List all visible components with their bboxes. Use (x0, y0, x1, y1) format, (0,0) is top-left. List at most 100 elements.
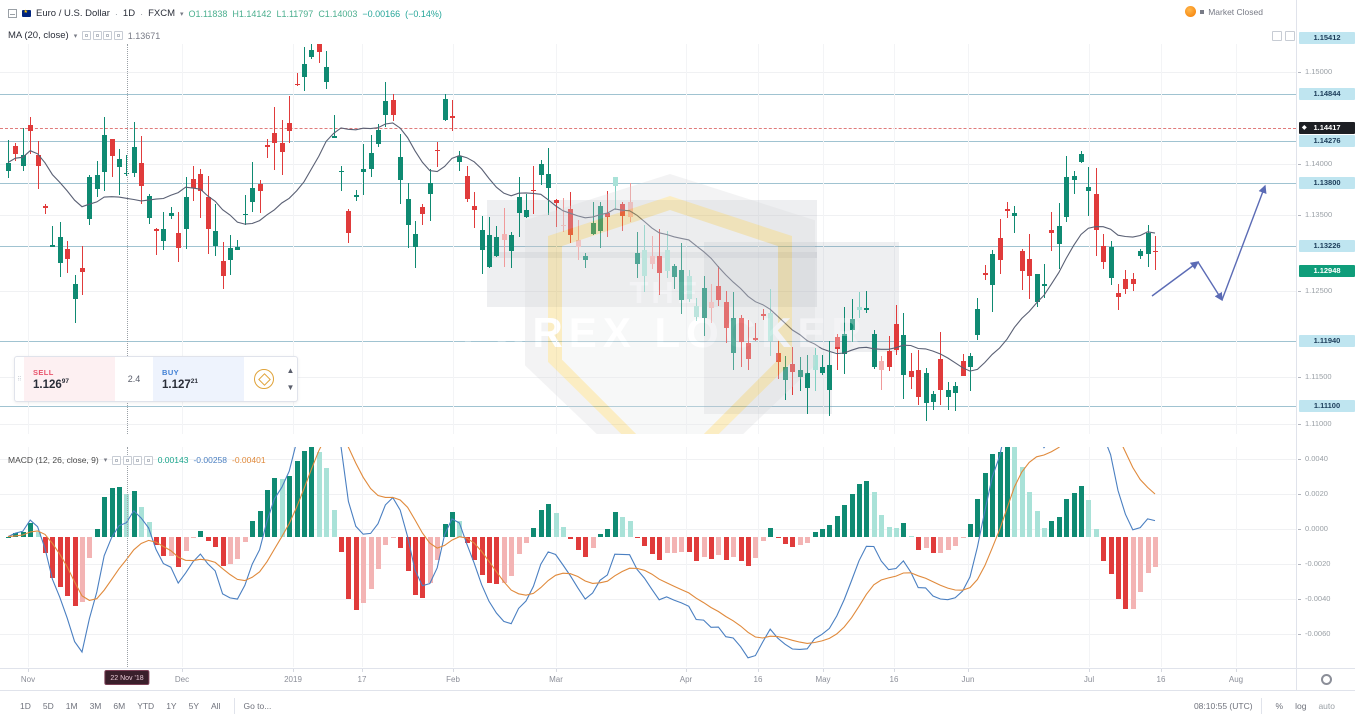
candle (124, 44, 130, 434)
auto-scale-toggle[interactable]: auto (1318, 700, 1335, 711)
candle (339, 44, 344, 434)
candle (205, 44, 211, 434)
macd-histogram-bar (494, 536, 500, 585)
macd-histogram-bar (568, 536, 574, 539)
macd-histogram-bar (908, 535, 914, 537)
candle (257, 44, 263, 434)
exchange-label[interactable]: FXCM (148, 8, 175, 19)
sell-button[interactable]: SELL 1.12697 (24, 357, 115, 401)
range-button-1m[interactable]: 1M (65, 700, 78, 711)
macd-histogram-bar (524, 536, 529, 544)
candle (494, 44, 500, 434)
stepper-down-icon[interactable]: ▼ (286, 383, 295, 392)
time-axis-tick (28, 669, 29, 672)
candle (20, 44, 26, 434)
chevron-down-icon[interactable]: ▾ (73, 32, 78, 40)
buy-price-sup: 21 (190, 377, 199, 385)
range-button-5y[interactable]: 5Y (188, 700, 199, 711)
chart-settings-button[interactable] (1296, 668, 1355, 690)
candle (13, 44, 19, 434)
macd-chart-pane[interactable] (0, 447, 1296, 667)
macd-histogram-bar (879, 514, 885, 537)
drag-handle-icon[interactable]: ⠿ (17, 376, 22, 383)
more-icon[interactable] (133, 455, 143, 465)
chevron-down-icon[interactable]: ▾ (180, 10, 184, 18)
macd-axis-tick: -0.0020 (1297, 558, 1355, 570)
bottom-toolbar[interactable]: 1D 5D 1M 3M 6M YTD 1Y 5Y All Go to... 08:10:55 (… (0, 690, 1355, 720)
macd-line-value: -0.00258 (193, 455, 228, 465)
ohlc-low: L1.11797 (276, 8, 314, 19)
candle (228, 44, 233, 434)
percent-scale-toggle[interactable]: % (1275, 700, 1284, 711)
interval-label[interactable]: 1D (122, 8, 136, 19)
range-button-6m[interactable]: 6M (113, 700, 126, 711)
macd-histogram-bar (139, 507, 145, 537)
stepper-up-icon[interactable]: ▲ (286, 366, 295, 375)
candle (287, 44, 293, 434)
macd-histogram-bar (1116, 536, 1121, 600)
quantity-stepper[interactable]: ▲ ▼ (284, 357, 297, 401)
close-icon[interactable] (143, 455, 153, 465)
candle (768, 44, 774, 434)
range-button-1y[interactable]: 1Y (166, 700, 177, 711)
eye-icon[interactable] (112, 455, 122, 465)
settings-icon[interactable] (92, 31, 102, 40)
macd-indicator-controls[interactable] (112, 455, 153, 465)
macd-indicator-title[interactable]: MACD (12, 26, close, 9) (8, 455, 99, 465)
macd-histogram-bar (168, 536, 174, 556)
macd-histogram-bar (1145, 536, 1151, 574)
time-axis[interactable]: Nov Dec 2019 17 Feb Mar Apr 16 May 16 Jun Jul 16 Aug 2… (0, 668, 1296, 690)
log-scale-toggle[interactable]: log (1295, 700, 1307, 711)
target-button[interactable] (244, 357, 284, 401)
range-button-5d[interactable]: 5D (42, 700, 54, 711)
pane-controls[interactable] (1272, 31, 1295, 41)
eye-icon[interactable] (82, 31, 92, 40)
target-icon[interactable] (254, 369, 274, 389)
macd-histogram-bar (1042, 528, 1047, 537)
candle (716, 44, 722, 434)
candle (176, 44, 182, 434)
price-axis-tick: 1.12500 (1297, 285, 1355, 297)
more-icon[interactable] (103, 31, 113, 40)
time-axis-label: Apr (679, 675, 693, 684)
ma-indicator-controls[interactable] (82, 31, 123, 40)
range-buttons[interactable]: 1D 5D 1M 3M 6M YTD 1Y 5Y All (14, 701, 226, 711)
settings-icon[interactable] (122, 455, 132, 465)
ma-indicator-title[interactable]: MA (20, close) (8, 30, 69, 41)
go-to-date-button[interactable]: Go to... (243, 700, 272, 711)
chart-legend-ma[interactable]: MA (20, close) ▾ 1.13671 (8, 30, 160, 41)
macd-histogram-bar (154, 536, 159, 545)
gear-icon[interactable] (1320, 674, 1332, 685)
collapse-icon[interactable] (8, 9, 17, 18)
ohlc-change-pct: (−0.14%) (405, 8, 442, 19)
chart-legend-symbol[interactable]: Euro / U.S. Dollar · 1D · FXCM ▾ O1.1183… (8, 8, 442, 19)
gridline (0, 424, 1296, 425)
candle (316, 44, 322, 434)
time-axis-tick (758, 669, 759, 672)
macd-histogram-bar (642, 536, 648, 546)
chevron-down-icon[interactable]: ▾ (103, 457, 108, 464)
close-icon[interactable] (113, 31, 123, 40)
range-button-all[interactable]: All (211, 700, 221, 711)
macd-histogram-bar (598, 533, 603, 537)
macd-histogram-bar (1079, 486, 1084, 537)
symbol-name[interactable]: Euro / U.S. Dollar (36, 8, 110, 19)
range-button-3m[interactable]: 3M (89, 700, 102, 711)
buy-button[interactable]: BUY 1.12721 (153, 357, 244, 401)
macd-histogram-bar (427, 536, 433, 584)
price-axis-tick: 1.14844 (1299, 88, 1355, 100)
macd-histogram-bar (960, 536, 966, 538)
range-button-1d[interactable]: 1D (20, 700, 31, 711)
chart-legend-macd[interactable]: MACD (12, 26, close, 9) ▾ 0.00143 -0.002… (8, 455, 266, 465)
candle (464, 44, 470, 434)
order-ticket-widget[interactable]: ⠿ SELL 1.12697 2.4 BUY 1.12721 ▲ ▼ (14, 356, 298, 402)
minimize-icon[interactable] (1285, 31, 1295, 41)
maximize-icon[interactable] (1272, 31, 1282, 41)
time-axis-label: Mar (549, 675, 563, 684)
range-button-ytd[interactable]: YTD (137, 700, 155, 711)
macd-histogram-bar (820, 529, 825, 537)
macd-histogram-bar (287, 475, 293, 537)
macd-histogram-bar (250, 521, 256, 537)
candle (213, 44, 219, 434)
